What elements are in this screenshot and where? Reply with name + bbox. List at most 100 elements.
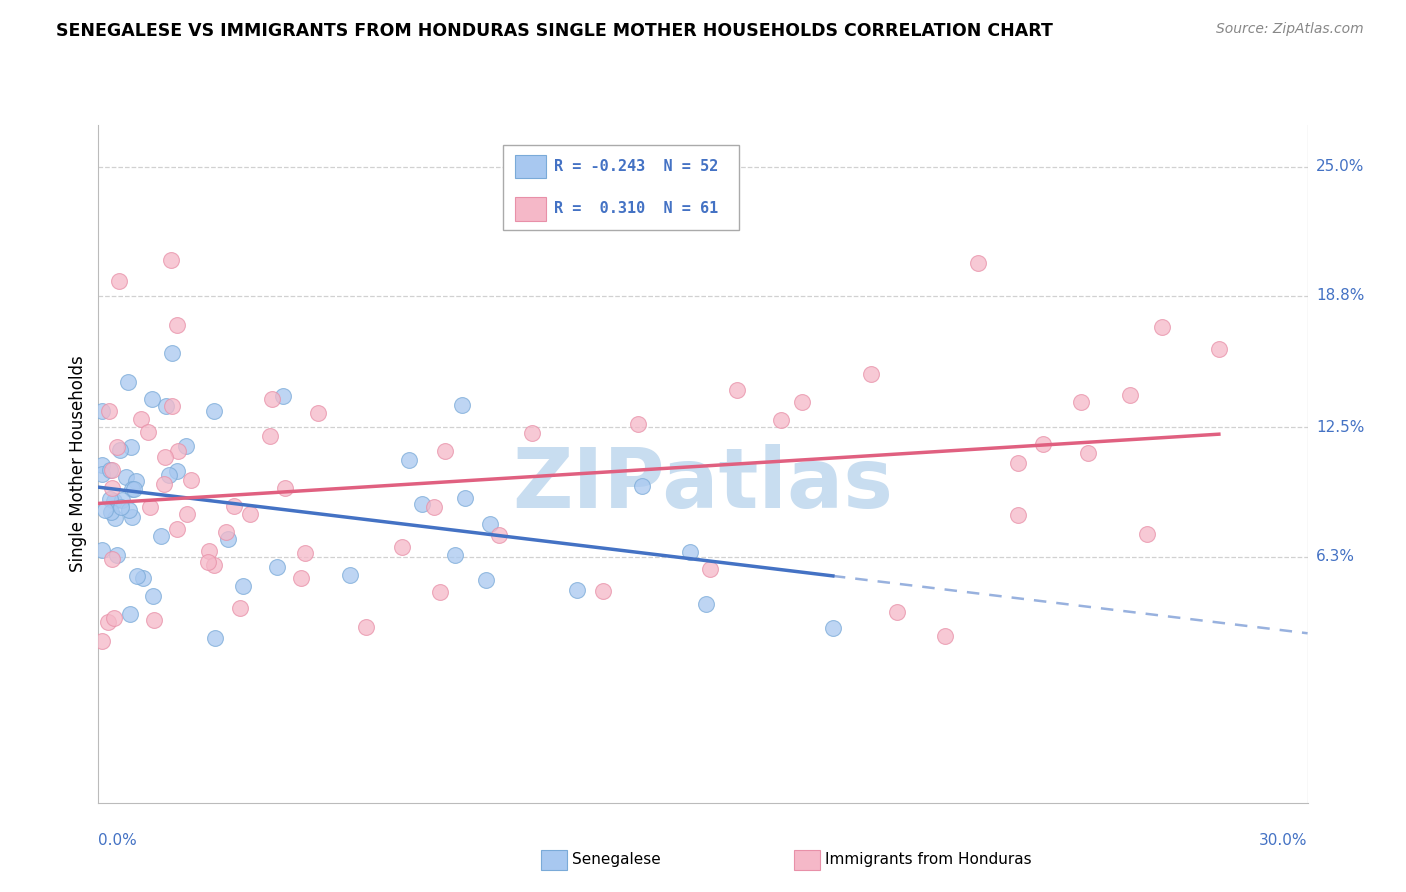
Point	[307, 406, 329, 420]
Text: R = -0.243  N = 52: R = -0.243 N = 52	[554, 159, 718, 174]
Point	[103, 494, 125, 508]
Point	[136, 425, 159, 439]
Point	[110, 493, 132, 508]
Point	[1007, 456, 1029, 470]
Point	[180, 474, 202, 488]
Point	[118, 502, 141, 516]
Point	[1152, 320, 1174, 334]
Text: 25.0%: 25.0%	[1316, 159, 1364, 174]
Text: Immigrants from Honduras: Immigrants from Honduras	[825, 853, 1032, 867]
Text: 30.0%: 30.0%	[1260, 833, 1308, 848]
Point	[129, 412, 152, 426]
Point	[103, 611, 125, 625]
Point	[678, 545, 700, 559]
Point	[101, 552, 124, 566]
Point	[821, 621, 844, 635]
Point	[104, 510, 127, 524]
Point	[454, 491, 477, 506]
Text: Source: ZipAtlas.com: Source: ZipAtlas.com	[1216, 22, 1364, 37]
Point	[105, 548, 128, 562]
Point	[271, 389, 294, 403]
Point	[398, 452, 420, 467]
Point	[91, 634, 114, 648]
Point	[217, 532, 239, 546]
Point	[451, 398, 474, 412]
Point	[94, 503, 117, 517]
Point	[725, 383, 748, 397]
Point	[149, 529, 172, 543]
Point	[160, 253, 183, 268]
Point	[631, 479, 654, 493]
Point	[198, 544, 221, 558]
Point	[166, 444, 188, 458]
Point	[339, 568, 361, 582]
Point	[294, 546, 316, 560]
Point	[290, 571, 312, 585]
Point	[1007, 508, 1029, 522]
Point	[1070, 395, 1092, 409]
Point	[479, 517, 502, 532]
Point	[132, 571, 155, 585]
Point	[142, 613, 165, 627]
Point	[155, 399, 177, 413]
Point	[266, 560, 288, 574]
Point	[1208, 342, 1230, 356]
Point	[259, 428, 281, 442]
Point	[121, 482, 143, 496]
Point	[232, 579, 254, 593]
Point	[98, 491, 121, 506]
Point	[429, 585, 451, 599]
Point	[444, 549, 467, 563]
Point	[121, 509, 143, 524]
Point	[423, 500, 446, 514]
Point	[488, 528, 510, 542]
Point	[197, 555, 219, 569]
Text: 18.8%: 18.8%	[1316, 288, 1364, 303]
Point	[141, 392, 163, 407]
Point	[239, 507, 262, 521]
Point	[97, 404, 120, 418]
Point	[792, 395, 814, 409]
Point	[274, 481, 297, 495]
Point	[886, 605, 908, 619]
Point	[97, 615, 120, 629]
Point	[1119, 387, 1142, 401]
Point	[122, 482, 145, 496]
Point	[166, 318, 188, 332]
Text: Senegalese: Senegalese	[572, 853, 661, 867]
Point	[166, 464, 188, 478]
Text: SENEGALESE VS IMMIGRANTS FROM HONDURAS SINGLE MOTHER HOUSEHOLDS CORRELATION CHAR: SENEGALESE VS IMMIGRANTS FROM HONDURAS S…	[56, 22, 1053, 40]
Point	[98, 463, 121, 477]
Point	[967, 255, 990, 269]
Point	[695, 597, 717, 611]
Point	[1136, 527, 1159, 541]
Point	[859, 368, 882, 382]
Point	[160, 399, 183, 413]
Point	[91, 543, 114, 558]
Point	[120, 440, 142, 454]
Point	[411, 497, 433, 511]
Point	[202, 558, 225, 572]
Point	[262, 392, 284, 406]
Point	[91, 458, 114, 472]
Point	[356, 620, 378, 634]
Point	[118, 607, 141, 622]
Point	[100, 505, 122, 519]
Point	[222, 500, 245, 514]
Point	[105, 440, 128, 454]
Point	[176, 439, 198, 453]
Point	[204, 631, 226, 645]
Point	[107, 274, 129, 288]
Point	[215, 524, 238, 539]
Point	[117, 375, 139, 389]
Point	[391, 540, 413, 554]
Point	[204, 404, 226, 418]
Point	[115, 470, 138, 484]
Point	[567, 582, 589, 597]
Point	[522, 425, 544, 440]
Point	[228, 600, 250, 615]
Text: 12.5%: 12.5%	[1316, 420, 1364, 434]
Point	[166, 522, 188, 536]
Point	[1032, 437, 1054, 451]
Point	[101, 463, 124, 477]
